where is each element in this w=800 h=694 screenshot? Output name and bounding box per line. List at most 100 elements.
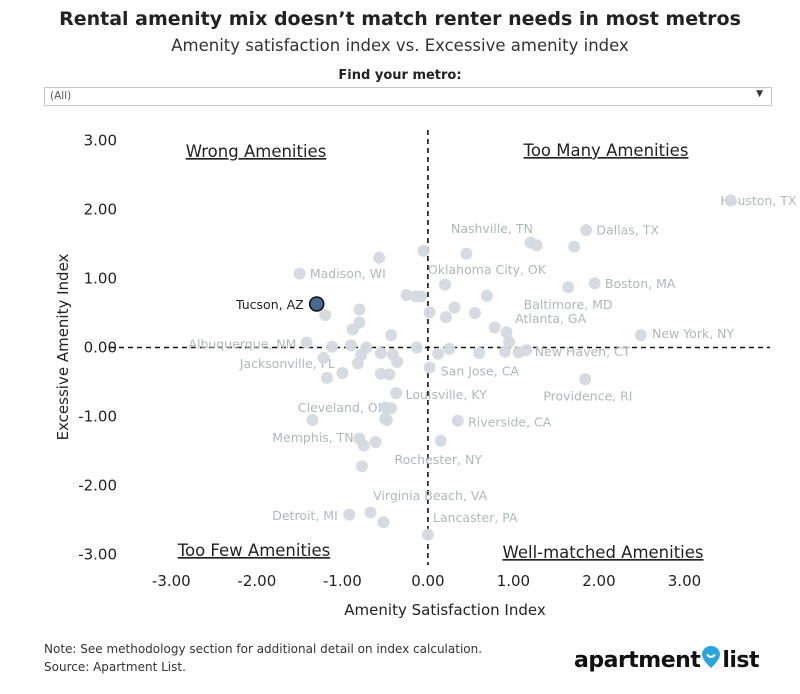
data-point [443, 342, 456, 355]
quadrant-label-wrong-amenities: Wrong Amenities [186, 142, 327, 161]
metro-label: Louisville, KY [406, 387, 488, 402]
footnote: Note: See methodology section for additi… [44, 640, 482, 676]
data-point [434, 434, 447, 447]
data-point [293, 267, 306, 280]
data-point [357, 439, 370, 452]
data-point [336, 367, 349, 380]
x-tick-label: 2.00 [582, 572, 615, 590]
y-tick-label: -1.00 [78, 408, 117, 426]
y-tick-label: 0.00 [84, 339, 117, 357]
data-point [432, 347, 445, 360]
data-point [344, 339, 357, 352]
data-point [451, 414, 464, 427]
logo-text-right: list [722, 648, 760, 673]
data-point [400, 289, 413, 302]
x-tick-label: 3.00 [668, 572, 701, 590]
data-point [385, 329, 398, 342]
data-point [377, 516, 390, 529]
y-tick-label: 1.00 [84, 269, 117, 287]
data-point [351, 357, 364, 370]
metro-label: New Haven, CT [535, 344, 631, 359]
data-point [448, 301, 461, 314]
metro-label: Baltimore, MD [524, 297, 613, 312]
data-point [634, 329, 647, 342]
x-tick-label: 1.00 [497, 572, 530, 590]
metro-label: Boston, MA [605, 276, 676, 291]
data-point [385, 402, 398, 415]
metro-label: Detroit, MI [272, 508, 338, 523]
data-point [390, 387, 403, 400]
data-point [473, 347, 486, 360]
metro-label: Riverside, CA [468, 415, 552, 430]
metro-label: Oklahoma City, OK [428, 262, 547, 277]
data-point [373, 251, 386, 264]
y-axis-title: Excessive Amenity Index [54, 253, 72, 440]
data-point [724, 194, 737, 207]
data-point [439, 278, 451, 291]
source-note: Source: Apartment List. [44, 660, 186, 674]
data-point [579, 373, 592, 386]
data-point [460, 247, 473, 260]
data-point [374, 347, 387, 360]
data-point [468, 306, 481, 319]
data-point [326, 340, 339, 353]
data-point [500, 326, 513, 339]
metro-label: Cleveland, OH [298, 400, 387, 415]
data-point [343, 508, 356, 521]
quadrant-label-well-matched-amenities: Well-matched Amenities [502, 543, 703, 562]
data-point [417, 244, 430, 257]
metro-label: Lancaster, PA [433, 510, 518, 525]
y-tick-label: 3.00 [84, 131, 117, 149]
highlight-label: Tucson, AZ [235, 297, 304, 312]
x-tick-label: 0.00 [411, 572, 444, 590]
data-point [353, 303, 366, 316]
data-point [346, 323, 359, 336]
data-point [320, 371, 333, 384]
highlight-point [308, 296, 325, 312]
metro-label: Nashville, TN [451, 221, 533, 236]
data-point [488, 321, 501, 334]
metro-label: Dallas, TX [596, 223, 659, 238]
data-point [364, 506, 377, 519]
dropdown-arrow-icon[interactable]: ▼ [756, 89, 763, 99]
data-point [380, 414, 393, 426]
data-point [530, 239, 543, 252]
metro-filter-label: Find your metro: [338, 68, 462, 83]
metro-label: Albuquerque, NM [188, 337, 296, 352]
data-point [423, 361, 436, 374]
metro-label: Rochester, NY [395, 452, 483, 467]
x-tick-label: -2.00 [237, 572, 276, 590]
data-point [415, 290, 428, 303]
data-point [588, 277, 601, 290]
x-axis-title: Amenity Satisfaction Index [344, 601, 546, 619]
data-point [317, 351, 330, 364]
data-point [503, 335, 516, 348]
metro-filter-dropdown[interactable]: (All) ▼ [44, 87, 772, 106]
x-tick-label: -3.00 [152, 572, 191, 590]
metro-label: San Jose, CA [441, 363, 520, 378]
x-tick-label: -1.00 [323, 572, 362, 590]
data-point [391, 356, 404, 368]
data-point [369, 436, 382, 449]
data-point [383, 368, 396, 381]
metro-label: Virginia Beach, VA [373, 488, 488, 503]
data-point [300, 336, 313, 349]
apartment-list-logo: apartment list [574, 645, 760, 673]
data-point [356, 460, 369, 473]
quadrant-label-too-few-amenities: Too Few Amenities [177, 541, 331, 560]
data-point [439, 311, 452, 324]
data-point [480, 289, 493, 302]
data-point [410, 341, 423, 354]
metro-label: Memphis, TN [272, 430, 353, 445]
methodology-note: Note: See methodology section for additi… [44, 642, 483, 656]
y-tick-label: -3.00 [78, 546, 117, 564]
metro-label: Atlanta, GA [515, 311, 586, 326]
logo-text-left: apartment [574, 648, 701, 673]
data-point [580, 224, 593, 237]
metro-label: Houston, TX [720, 193, 797, 208]
location-pin-icon [702, 646, 721, 668]
y-tick-label: -2.00 [78, 477, 117, 495]
data-point [319, 309, 332, 322]
data-point [562, 281, 575, 294]
